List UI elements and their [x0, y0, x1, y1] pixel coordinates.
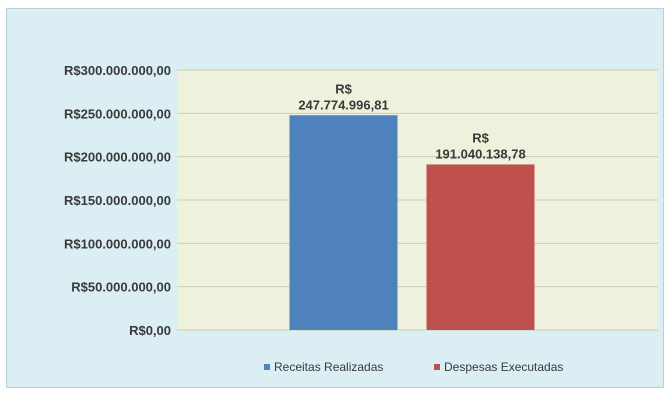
data-labels: R$247.774.996,81R$191.040.138,78	[298, 81, 525, 161]
y-tick-label: R$150.000.000,00	[64, 193, 171, 208]
y-axis: R$0,00 R$50.000.000,00 R$100.000.000,00 R$1…	[64, 63, 171, 338]
y-tick-label: R$100.000.000,00	[64, 236, 171, 251]
bar-despesas	[426, 164, 535, 330]
y-tick-label: R$300.000.000,00	[64, 63, 171, 78]
y-tick-label: R$250.000.000,00	[64, 106, 171, 121]
data-label-currency: R$	[472, 130, 489, 145]
bar-chart: R$0,00R$50.000.000,00R$100.000.000,00R$1…	[64, 63, 658, 374]
legend: Receitas Realizadas Despesas Executadas	[264, 360, 563, 374]
y-tick-label: R$0,00	[129, 323, 171, 338]
legend-swatch	[264, 364, 270, 370]
data-label-value: 191.040.138,78	[435, 146, 525, 161]
gridlines	[177, 69, 658, 331]
legend-label: Receitas Realizadas	[274, 360, 383, 374]
bars	[289, 115, 535, 330]
chart-container: R$0,00 R$50.000.000,00 R$100.000.000,00 R$1…	[6, 8, 664, 388]
data-label-currency: R$	[335, 81, 352, 96]
legend-swatch	[434, 364, 440, 370]
data-label-value: 247.774.996,81	[298, 97, 388, 112]
bar-receitas	[289, 115, 398, 330]
y-tick-label: R$50.000.000,00	[71, 280, 171, 295]
legend-label: Despesas Executadas	[444, 360, 563, 374]
y-tick-label: R$200.000.000,00	[64, 150, 171, 165]
